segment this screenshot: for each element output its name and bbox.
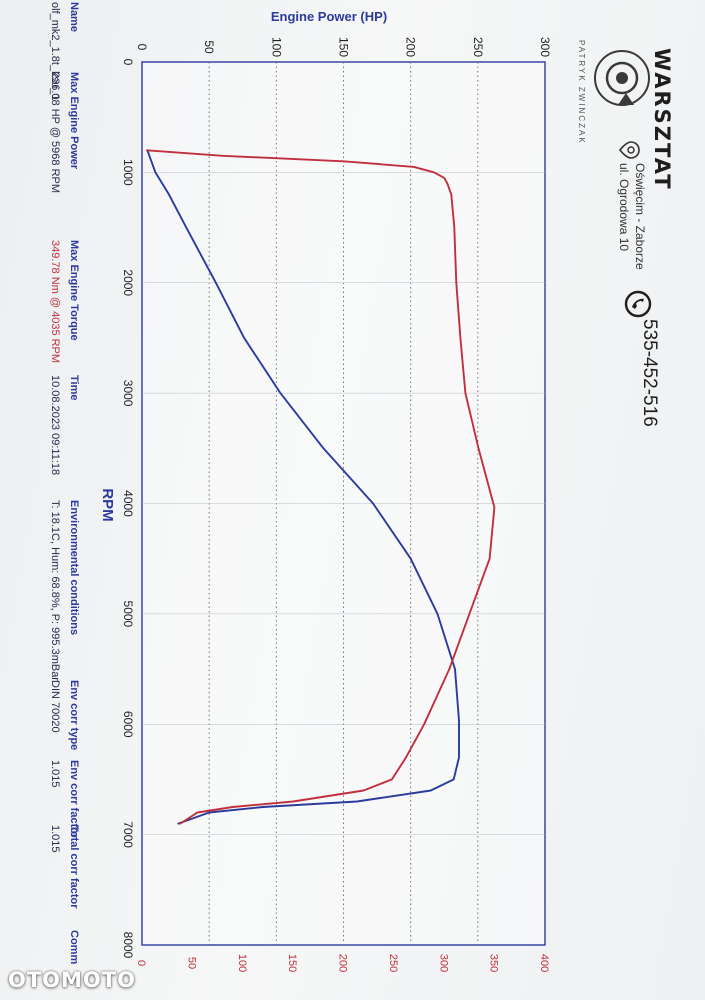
info-header: Environmental conditions <box>68 500 80 635</box>
torque-tick-label: 300 <box>437 954 449 972</box>
rpm-tick-label: 2000 <box>121 269 135 296</box>
torque-tick-label: 100 <box>236 954 248 972</box>
power-tick-label: 100 <box>269 37 283 57</box>
info-header: Name <box>68 2 80 32</box>
power-tick-label: 250 <box>471 37 485 57</box>
torque-tick-labels: 0 50 100 150 200 250 300 350 400 <box>135 954 550 972</box>
info-value: T: 18.1C, Hum: 68.8%, P: 995.3mBar <box>49 500 61 681</box>
torque-tick-label: 400 <box>538 954 550 972</box>
torque-tick-label: 200 <box>337 954 349 972</box>
power-tick-label: 200 <box>404 37 418 57</box>
y-axis-label: Engine Power (HP) <box>271 9 387 24</box>
phone-number: 535-452-516 <box>639 319 660 427</box>
info-value: DIN 70020 <box>49 680 61 733</box>
logo-owner-name: PATRYK ZWINCZAK <box>577 40 586 145</box>
torque-tick-label: 50 <box>185 957 197 969</box>
info-value: 349.78 Nm @ 4035 RPM <box>49 240 61 363</box>
info-value: 1.015 <box>49 760 61 788</box>
info-header: Max Engine Power <box>68 72 80 170</box>
info-header: Comm <box>68 930 80 964</box>
rpm-tick-label: 0 <box>121 59 135 66</box>
info-header: Env corr type <box>68 680 80 750</box>
info-value: 10.08.2023 09:11:18 <box>49 375 61 475</box>
torque-tick-label: 350 <box>488 954 500 972</box>
grid-lines <box>142 62 545 945</box>
power-tick-label: 50 <box>202 40 216 54</box>
workshop-branding: WARSZTAT PATRYK ZWINCZAK Oświęcim - Zabo… <box>577 40 674 427</box>
x-axis-label: RPM <box>99 488 116 521</box>
info-header: Max Engine Torque <box>68 240 80 341</box>
info-value: 236.08 HP @ 5968 RPM <box>49 72 61 193</box>
rpm-tick-label: 6000 <box>121 711 135 738</box>
turbo-logo-icon <box>594 50 650 106</box>
power-tick-labels: 0 50 100 150 200 250 300 <box>135 37 552 57</box>
power-tick-label: 0 <box>135 44 149 51</box>
logo-wordmark: WARSZTAT <box>650 48 674 191</box>
power-tick-label: 150 <box>337 37 351 57</box>
phone-icon <box>624 290 652 318</box>
address-line-2: ul. Ogrodowa 10 <box>617 163 631 251</box>
torque-tick-label: 150 <box>286 954 298 972</box>
info-header: Time <box>68 375 80 400</box>
run-info-table: Name olf_mk2_1.8t_ksu_1 Max Engine Power 23… <box>49 2 80 964</box>
torque-tick-label: 250 <box>387 954 399 972</box>
info-value: olf_mk2_1.8t_ksu_1 <box>49 2 61 100</box>
rpm-tick-label: 8000 <box>121 932 135 959</box>
info-value: 1.015 <box>49 825 61 853</box>
engine-power-line <box>146 149 460 825</box>
power-tick-label: 300 <box>538 37 552 57</box>
rpm-tick-label: 5000 <box>121 601 135 628</box>
series-lines <box>146 149 496 825</box>
engine-torque-line <box>146 149 496 825</box>
site-watermark: OTOMOTO <box>8 968 136 992</box>
torque-tick-label: 0 <box>135 960 147 966</box>
rpm-tick-label: 3000 <box>121 380 135 407</box>
info-header: Env corr factor <box>68 760 80 839</box>
rpm-tick-label: 7000 <box>121 821 135 848</box>
rpm-tick-label: 1000 <box>121 159 135 186</box>
rpm-tick-labels: 0 1000 2000 3000 4000 5000 6000 7000 8000 <box>121 59 135 959</box>
location-pin-icon <box>618 141 640 159</box>
info-header: Total corr factor <box>68 825 80 909</box>
rpm-tick-label: 4000 <box>121 490 135 517</box>
address-line-1: Oświęcim - Zaborze <box>633 163 647 270</box>
